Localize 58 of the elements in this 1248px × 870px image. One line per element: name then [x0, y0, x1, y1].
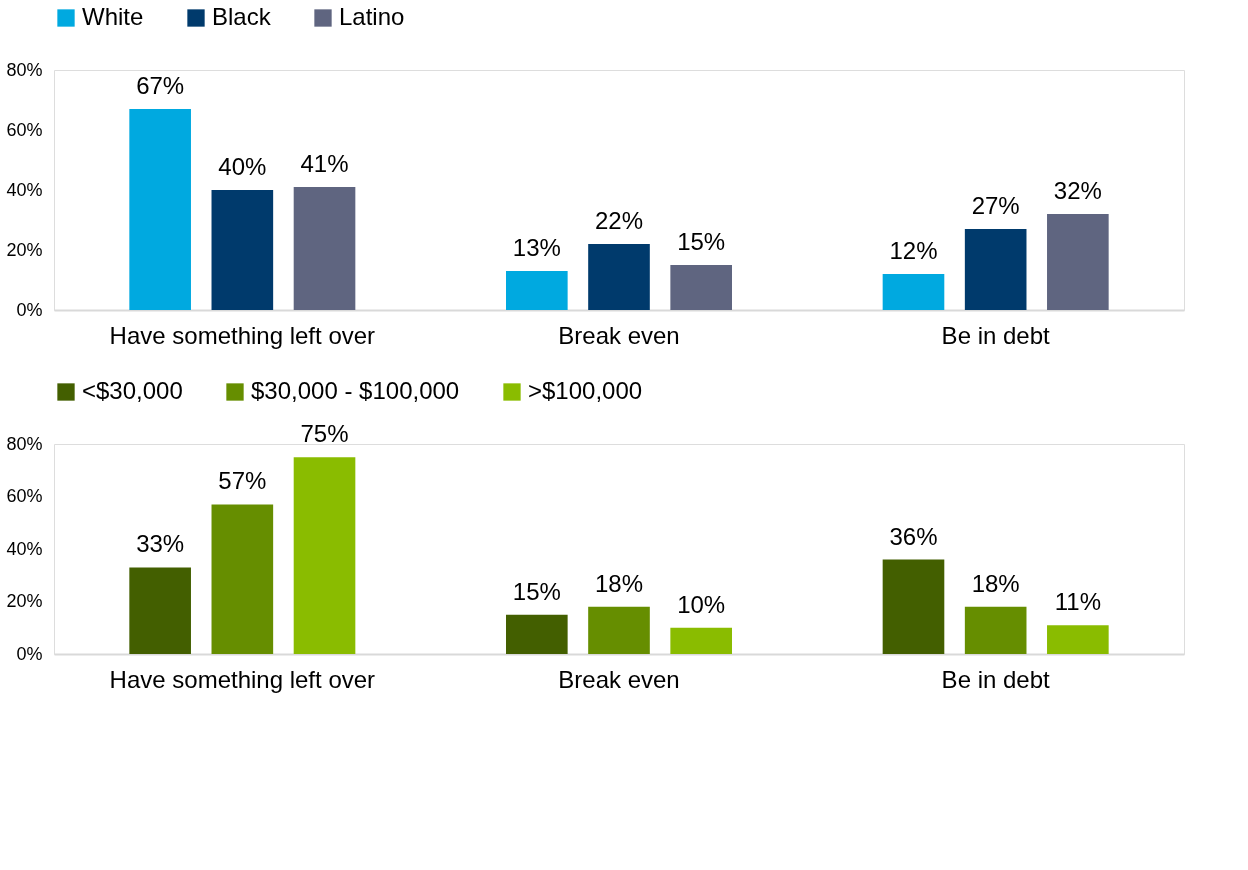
bar — [588, 244, 650, 310]
data-label: 32% — [1053, 177, 1102, 204]
bar — [964, 229, 1027, 310]
data-label: 11% — [1054, 588, 1101, 616]
data-label: 10% — [677, 590, 726, 618]
data-label: 36% — [889, 522, 938, 550]
bar — [1047, 214, 1109, 310]
bar — [1047, 625, 1109, 654]
x-tick-label: Be in debt — [941, 321, 1051, 349]
x-tick-label: Break even — [558, 321, 680, 349]
bar — [211, 190, 274, 310]
bar — [882, 274, 945, 310]
bar — [129, 567, 191, 654]
y-tick-label: 40% — [6, 179, 43, 200]
y-tick-label: 60% — [6, 486, 43, 506]
data-label: 18% — [971, 569, 1020, 597]
bar — [506, 614, 568, 654]
legend-label: <$30,000 — [82, 377, 183, 404]
bar — [293, 187, 356, 310]
data-label: 13% — [512, 234, 561, 261]
legend-label: Latino — [339, 3, 405, 30]
bar — [293, 457, 356, 654]
data-label: 27% — [971, 192, 1020, 219]
data-label: 75% — [300, 420, 349, 448]
y-tick-label: 80% — [6, 59, 43, 80]
legend-label: White — [82, 3, 144, 30]
y-tick-label: 40% — [6, 538, 43, 559]
data-label: 67% — [136, 72, 185, 99]
bar — [506, 271, 568, 310]
legend-label: >$100,000 — [528, 377, 643, 404]
x-tick-label: Have something left over — [109, 321, 376, 349]
legend-label: $30,000 - $100,000 — [251, 377, 460, 404]
x-tick-label: Break even — [558, 665, 680, 693]
x-tick-label: Be in debt — [941, 665, 1051, 693]
bar — [129, 109, 191, 310]
bar — [211, 504, 274, 654]
data-label: 22% — [594, 207, 644, 234]
y-tick-label: 20% — [6, 591, 43, 611]
y-tick-label: 60% — [6, 119, 43, 140]
bar — [882, 559, 945, 654]
y-tick-label: 0% — [16, 643, 43, 664]
bar — [670, 627, 732, 654]
bar — [964, 606, 1027, 654]
y-tick-label: 80% — [6, 433, 43, 454]
data-label: 41% — [300, 150, 349, 177]
bar — [670, 265, 732, 310]
data-label: 40% — [218, 153, 267, 180]
data-label: 33% — [136, 530, 185, 558]
data-label: 12% — [889, 237, 938, 264]
x-tick-label: Have something left over — [109, 665, 376, 693]
bar — [588, 606, 650, 654]
data-label: 18% — [594, 569, 644, 597]
data-label: 57% — [218, 467, 267, 495]
legend-label: Black — [212, 3, 272, 30]
y-tick-label: 0% — [16, 299, 43, 320]
data-label: 15% — [677, 228, 726, 255]
data-label: 15% — [512, 577, 561, 605]
y-tick-label: 20% — [6, 239, 43, 260]
